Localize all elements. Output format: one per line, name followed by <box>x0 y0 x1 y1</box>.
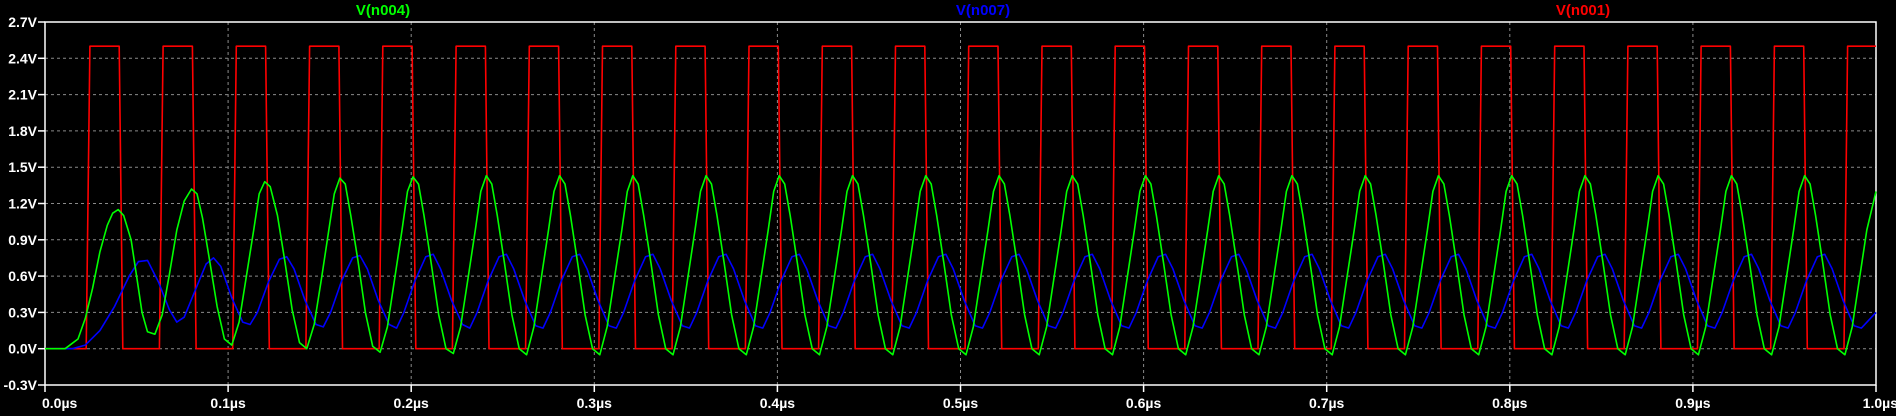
x-tick-label: 1.0µs <box>1863 395 1896 411</box>
x-axis: 0.0µs 0.1µs 0.2µs 0.3µs 0.4µs 0.5µs 0.6µs 0.7µs… <box>42 385 1896 411</box>
legend: V(n004) V(n007) V(n001) <box>356 2 1610 19</box>
x-tick-label: 0.7µs <box>1309 395 1345 411</box>
x-tick-label: 0.6µs <box>1126 395 1162 411</box>
series-line-vn001 <box>45 45 1876 350</box>
y-tick-label: 0.3V <box>8 304 37 320</box>
x-tick-label: 0.2µs <box>394 395 430 411</box>
y-tick-label: 2.7V <box>8 14 37 30</box>
x-tick-label: 0.1µs <box>210 395 246 411</box>
y-tick-label: 1.5V <box>8 159 37 175</box>
series-line-vn007 <box>45 253 1877 350</box>
legend-label-vn007[interactable]: V(n007) <box>956 2 1010 19</box>
y-tick-label: 1.2V <box>8 196 37 212</box>
y-tick-label: 2.1V <box>8 87 37 103</box>
legend-label-vn001[interactable]: V(n001) <box>1556 2 1610 19</box>
y-tick-label: 0.6V <box>8 268 37 284</box>
x-tick-label: 0.8µs <box>1492 395 1528 411</box>
legend-label-vn004[interactable]: V(n004) <box>356 2 410 19</box>
y-tick-label: -0.3V <box>4 377 38 393</box>
y-axis: 2.7V 2.4V 2.1V 1.8V 1.5V 1.2V 0.9V 0.6V 0.3V 0.0V… <box>4 14 45 393</box>
series-line-vn004 <box>45 174 1877 356</box>
series-layer <box>45 45 1877 356</box>
x-tick-label: 0.3µs <box>577 395 613 411</box>
y-tick-label: 0.9V <box>8 232 37 248</box>
y-tick-label: 2.4V <box>8 50 37 66</box>
y-tick-label: 1.8V <box>8 123 37 139</box>
x-tick-label: 0.0µs <box>42 395 78 411</box>
y-tick-label: 0.0V <box>8 341 37 357</box>
x-tick-label: 0.5µs <box>943 395 979 411</box>
x-tick-label: 0.9µs <box>1675 395 1711 411</box>
x-tick-label: 0.4µs <box>760 395 796 411</box>
